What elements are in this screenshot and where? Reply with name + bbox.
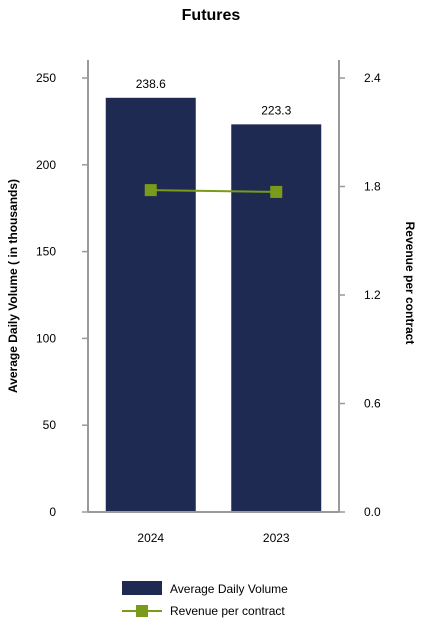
right-tick-label: 2.4 (364, 71, 381, 85)
revenue-point-2023 (270, 185, 283, 198)
right-tick-label: 1.2 (364, 288, 381, 302)
left-tick-label: 50 (43, 418, 57, 432)
legend-marker-revenue (136, 605, 148, 617)
bar-2023 (231, 124, 322, 512)
right-tick-label: 0.6 (364, 397, 381, 411)
left-tick-label: 100 (36, 331, 56, 345)
left-axis-title: Average Daily Volume ( in thousands) (6, 179, 20, 393)
right-tick-label: 1.8 (364, 180, 381, 194)
bar-2024 (105, 97, 196, 512)
left-tick-label: 200 (36, 158, 56, 172)
x-axis-labels: 2024 2023 (137, 531, 290, 545)
line-series (144, 184, 283, 198)
right-axis-title: Revenue per contract (403, 222, 417, 345)
left-axis-ticks: 0 50 100 150 200 250 (36, 71, 88, 519)
x-label-2023: 2023 (263, 531, 290, 545)
bar-series (105, 97, 322, 512)
right-axis-ticks: 0.0 0.6 1.2 1.8 2.4 (339, 71, 381, 519)
x-label-2024: 2024 (137, 531, 164, 545)
left-tick-label: 250 (36, 71, 56, 85)
data-label-2024: 238.6 (136, 77, 166, 91)
chart-title: Futures (182, 7, 241, 24)
legend-swatch-volume (122, 581, 162, 595)
revenue-line (150, 189, 277, 193)
left-tick-label: 150 (36, 245, 56, 259)
legend-label-revenue: Revenue per contract (170, 604, 285, 618)
legend-label-volume: Average Daily Volume (170, 582, 288, 596)
revenue-point-2024 (144, 184, 157, 197)
data-label-2023: 223.3 (261, 103, 291, 117)
legend: Average Daily Volume Revenue per contrac… (122, 581, 288, 618)
right-tick-label: 0.0 (364, 505, 381, 519)
bar-data-labels: 238.6 223.3 (136, 77, 292, 118)
left-tick-label: 0 (49, 505, 56, 519)
